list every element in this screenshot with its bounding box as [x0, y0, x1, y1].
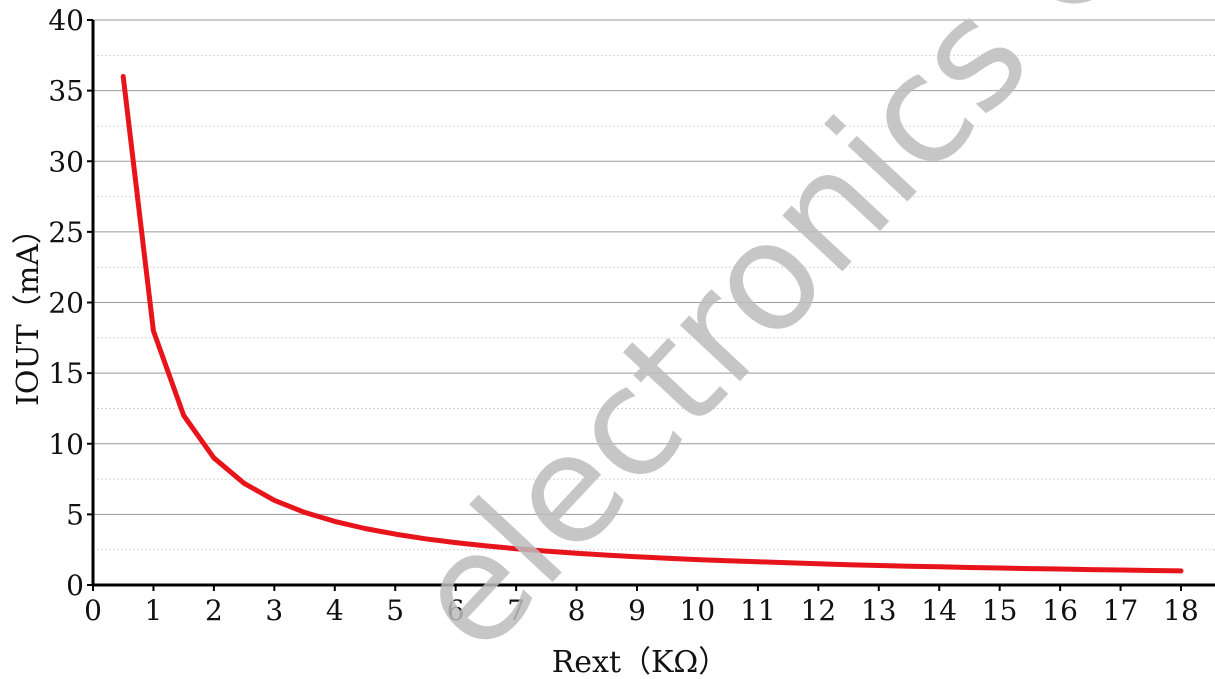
x-tick-label: 16: [1042, 594, 1078, 627]
series-line: [120, 74, 1184, 574]
y-tick-label: 20: [48, 287, 84, 320]
x-tick-label: 12: [801, 594, 837, 627]
y-tick-label: 5: [66, 498, 84, 531]
y-axis-title: IOUT（mA）: [11, 214, 46, 406]
series-layer: [120, 74, 1184, 574]
x-axis-title: Rext（KΩ）: [552, 645, 729, 679]
x-tick-label: 13: [861, 594, 897, 627]
x-tick-label: 6: [447, 594, 465, 627]
x-tick-label: 10: [680, 594, 716, 627]
x-tick-label: 9: [628, 594, 646, 627]
y-tick-label: 40: [48, 4, 84, 37]
x-tick-label: 3: [265, 594, 283, 627]
x-tick-label: 14: [921, 594, 957, 627]
grid: [93, 19, 1215, 551]
x-tick-label: 17: [1103, 594, 1139, 627]
x-tick-label: 15: [982, 594, 1018, 627]
watermark-text: electronics Confidential: [379, 0, 1215, 679]
y-tick-label: 35: [48, 75, 84, 108]
y-tick-label: 15: [48, 357, 84, 390]
x-tick-label: 0: [84, 594, 102, 627]
y-tick-label: 0: [66, 569, 84, 602]
x-tick-label: 18: [1163, 594, 1199, 627]
x-tick-label: 7: [507, 594, 525, 627]
y-tick-label: 10: [48, 428, 84, 461]
x-tick-label: 5: [386, 594, 404, 627]
y-tick-label: 25: [48, 216, 84, 249]
x-tick-label: 1: [145, 594, 163, 627]
x-tick-label: 2: [205, 594, 223, 627]
x-tick-label: 4: [326, 594, 344, 627]
y-tick-label: 30: [48, 145, 84, 178]
x-tick-label: 11: [740, 594, 776, 627]
x-tick-label: 8: [568, 594, 586, 627]
